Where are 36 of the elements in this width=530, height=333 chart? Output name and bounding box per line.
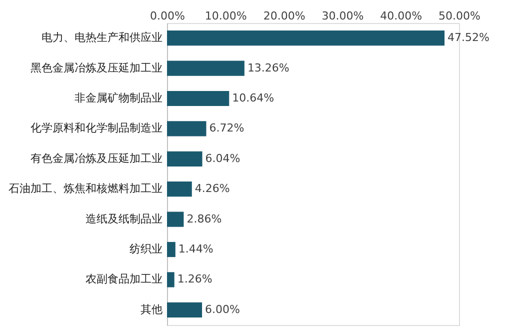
data-label: 1.26%	[177, 272, 212, 286]
data-label: 1.44%	[178, 242, 214, 256]
bar	[167, 212, 184, 227]
y-tick-label: 农副食品加工业	[86, 272, 162, 286]
bar	[167, 272, 174, 288]
bar	[167, 151, 202, 166]
x-tick-label: 50.00%	[438, 10, 480, 22]
data-label: 4.26%	[194, 182, 230, 196]
bar	[167, 182, 192, 197]
y-tick-label: 石油加工、炼焦和核燃料加工业	[8, 182, 162, 196]
data-label: 2.86%	[186, 212, 222, 226]
data-label: 47.52%	[448, 31, 490, 44]
y-tick-label: 造纸及纸制品业	[86, 212, 162, 226]
y-tick-label: 电力、电热生产和供应业	[42, 31, 162, 44]
y-tick-label: 化学原料和化学制品制造业	[30, 122, 162, 135]
data-label: 10.64%	[232, 92, 274, 104]
x-tick-label: 30.00%	[322, 10, 364, 22]
bar	[167, 242, 176, 258]
y-tick-label: 非金属矿物制品业	[74, 92, 162, 104]
data-label: 6.00%	[205, 302, 240, 316]
bar	[167, 302, 202, 318]
data-label: 6.04%	[205, 152, 240, 165]
bar	[167, 30, 445, 46]
x-tick-label: 20.00%	[263, 10, 306, 22]
bar	[167, 121, 206, 136]
data-label: 6.72%	[209, 122, 244, 135]
bar	[167, 90, 230, 106]
data-label: 13.26%	[247, 61, 290, 74]
y-tick-label: 其他	[140, 302, 162, 316]
y-tick-label: 黑色金属冶炼及压延加工业	[30, 61, 162, 74]
x-tick-label: 10.00%	[204, 10, 247, 22]
bar	[167, 60, 244, 76]
y-tick-label: 纺织业	[130, 242, 162, 256]
y-tick-label: 有色金属冶炼及压延加工业	[30, 152, 162, 165]
x-tick-label: 40.00%	[380, 10, 422, 22]
x-tick-label: 0.00%	[150, 10, 185, 22]
